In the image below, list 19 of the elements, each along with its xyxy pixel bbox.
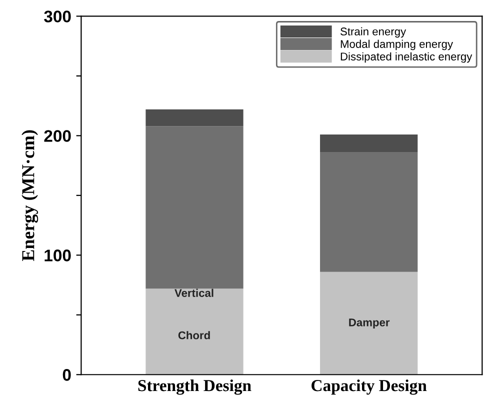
annotation: Damper <box>349 318 390 329</box>
annotation: Vertical <box>174 288 214 297</box>
x-tick-label: Strength Design <box>138 379 252 395</box>
y-tick-label: 0 <box>62 369 71 381</box>
x-tick-label: Capacity Design <box>312 379 427 395</box>
legend-label: Strain energy <box>340 27 406 38</box>
bar <box>146 109 244 126</box>
y-tick-label: 300 <box>44 10 71 22</box>
bar <box>146 126 244 289</box>
legend-label: Dissipated inelastic energy <box>340 52 472 63</box>
y-tick-label: 100 <box>44 250 71 262</box>
legend-label: Modal damping energy <box>340 40 454 50</box>
bar <box>320 134 418 152</box>
bar <box>146 288 244 375</box>
y-tick-label: 200 <box>44 130 71 142</box>
y-axis-title: Energy (MN·cm) <box>22 130 38 262</box>
bar <box>320 272 418 375</box>
annotation: Chord <box>178 331 210 340</box>
bar <box>320 152 418 272</box>
